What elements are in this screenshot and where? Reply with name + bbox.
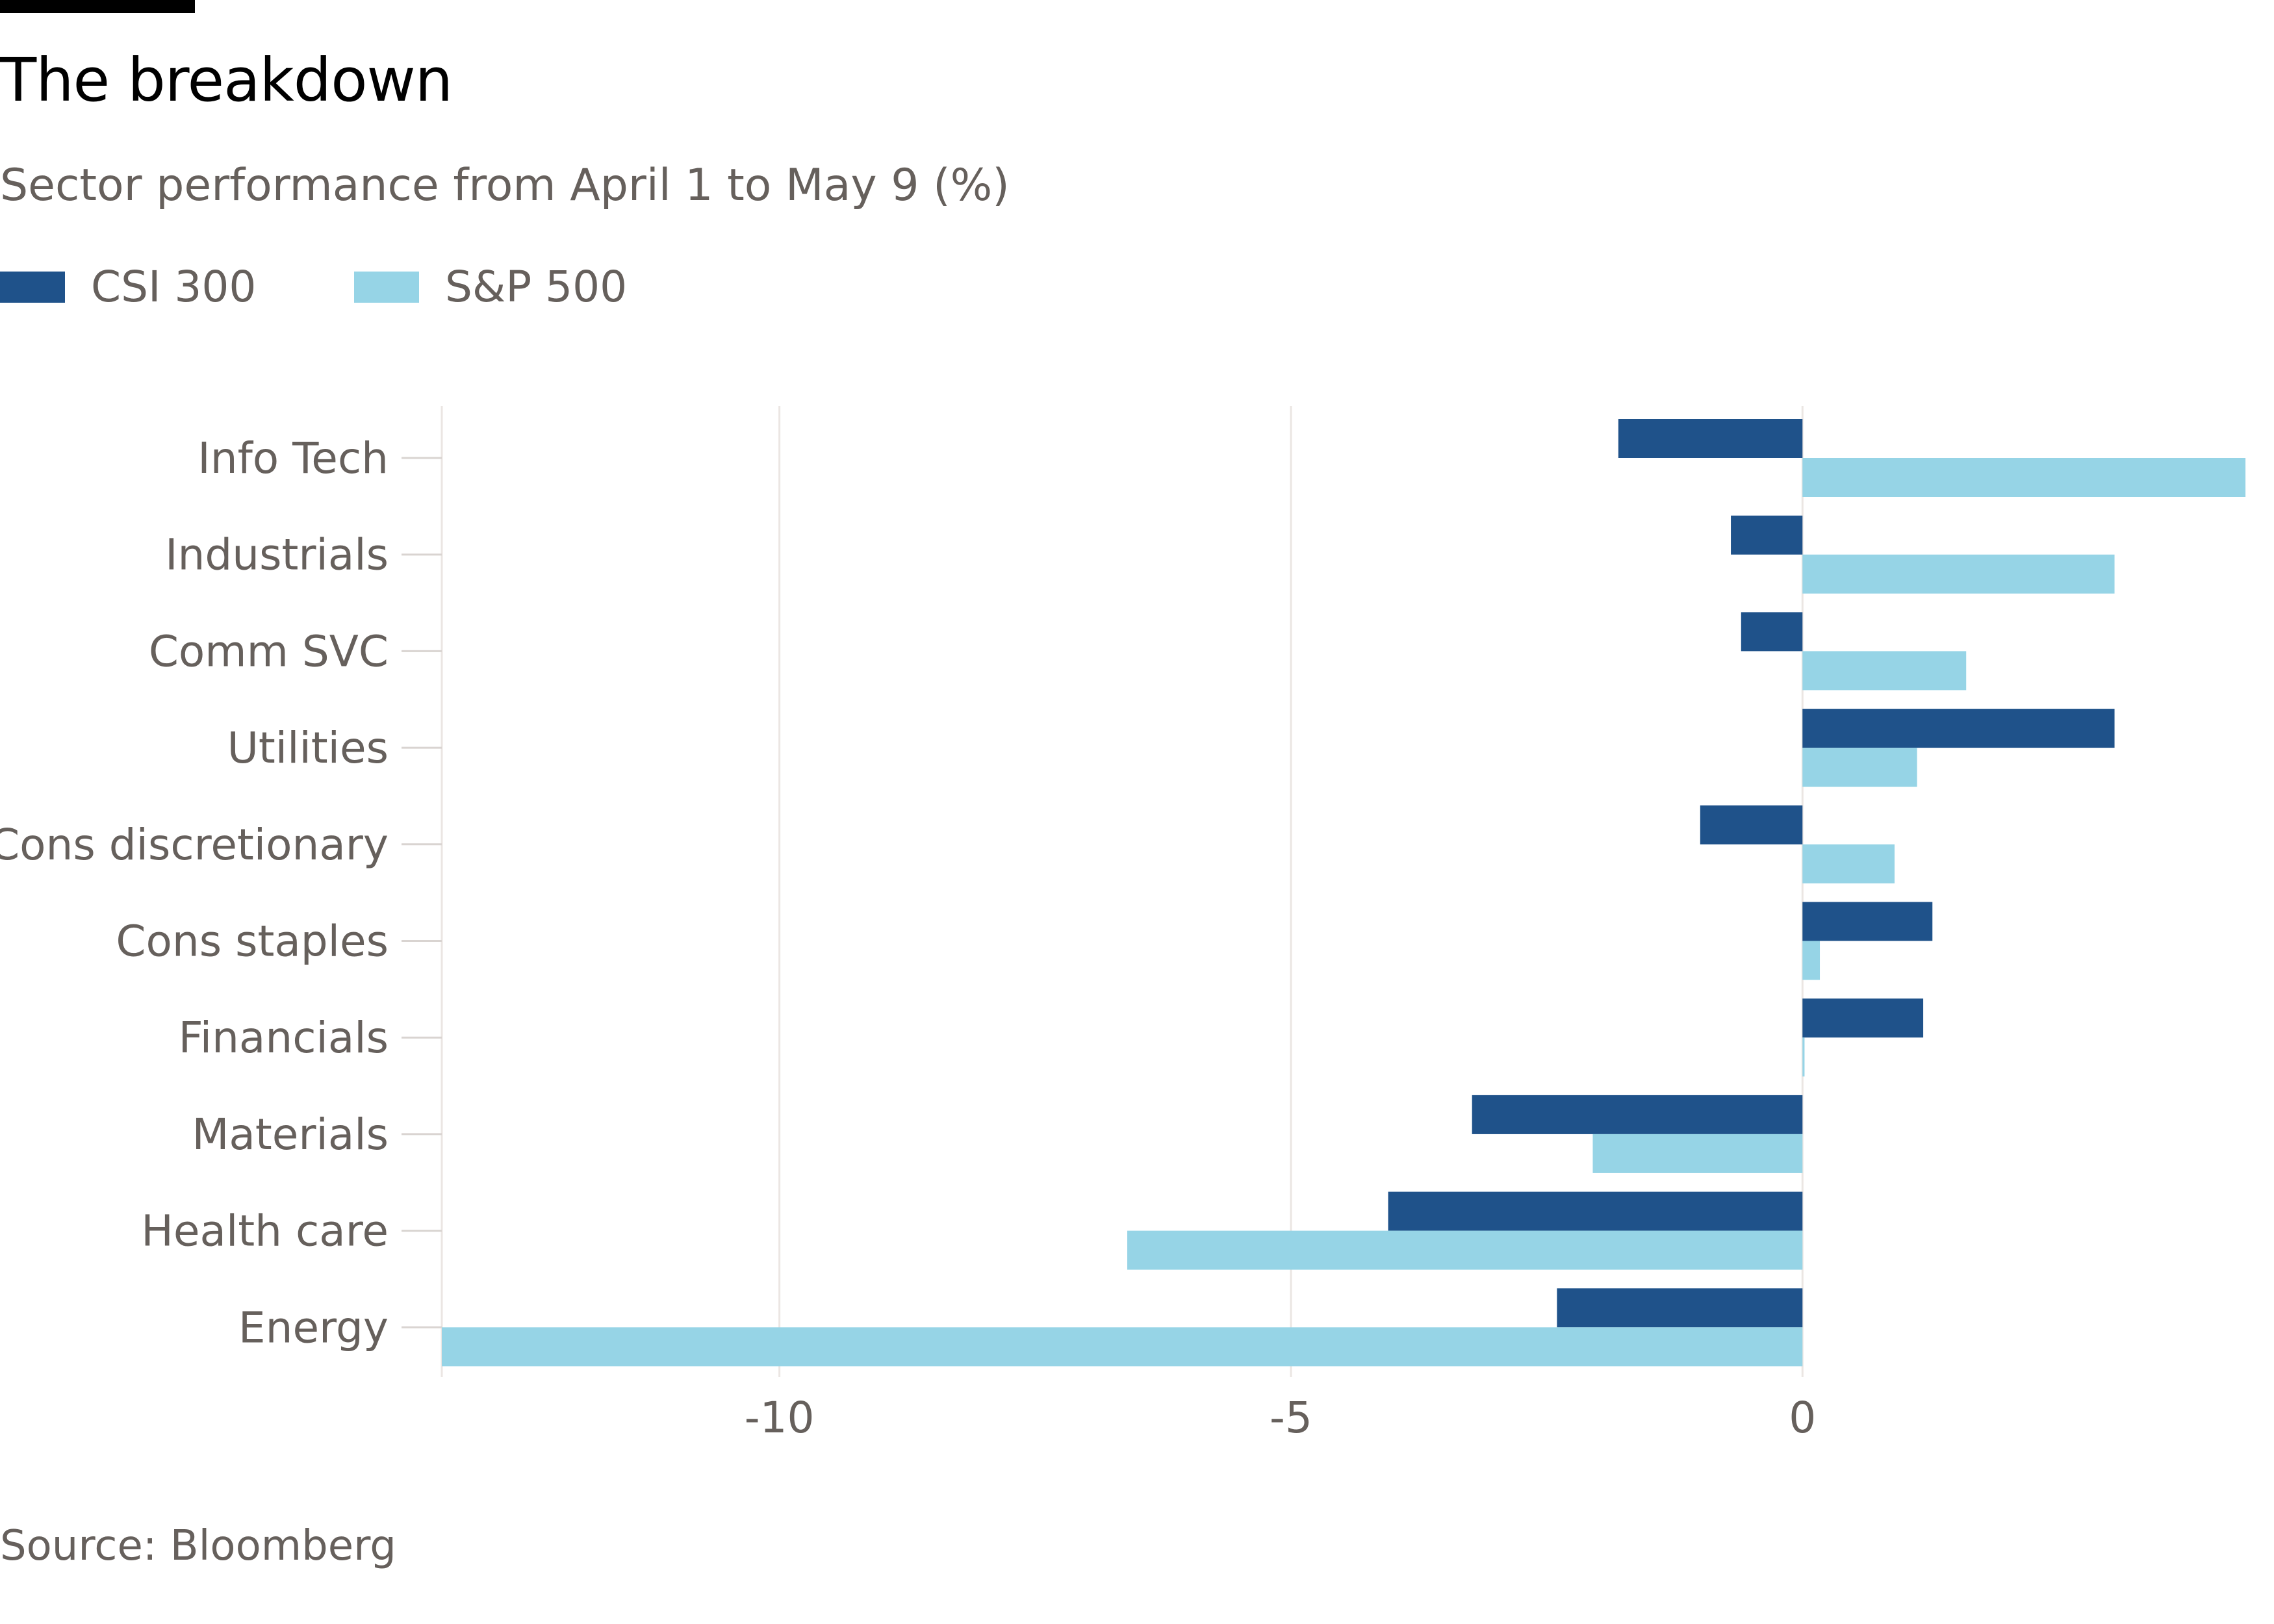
bar-csi300 <box>1741 612 1803 652</box>
category-label: Financials <box>179 1013 389 1063</box>
category-label: Cons staples <box>116 917 389 967</box>
x-tick-label: -10 <box>745 1393 815 1443</box>
chart-subtitle: Sector performance from April 1 to May 9… <box>0 160 1010 211</box>
category-label: Comm SVC <box>149 626 389 676</box>
chart-title: The breakdown <box>0 45 453 115</box>
bar-sp500 <box>1802 941 1820 980</box>
bar-sp500 <box>442 1327 1803 1367</box>
bar-csi300 <box>1802 998 1924 1038</box>
bar-sp500 <box>1592 1134 1803 1173</box>
legend-label-sp500: S&P 500 <box>445 262 628 312</box>
source-note: Source: Bloomberg <box>0 1522 396 1570</box>
bar-csi300 <box>1700 805 1803 844</box>
bar-csi300 <box>1618 419 1803 458</box>
bar-sp500 <box>1802 844 1895 883</box>
bar-csi300 <box>1388 1191 1803 1231</box>
category-label: Utilities <box>227 723 389 773</box>
category-label: Energy <box>238 1302 389 1352</box>
legend-swatch-sp500 <box>354 272 419 303</box>
bar-sp500 <box>1802 458 2246 497</box>
bar-sp500 <box>1802 554 2115 594</box>
bar-sp500 <box>1802 1037 1805 1077</box>
bar-csi300 <box>1731 515 1803 555</box>
bar-sp500 <box>1802 748 1917 787</box>
bar-csi300 <box>1557 1288 1803 1328</box>
bar-csi300 <box>1802 902 1933 941</box>
x-tick-label: -5 <box>1270 1393 1312 1443</box>
top-accent-rule <box>0 0 195 13</box>
category-label: Cons discretionary <box>0 820 389 870</box>
category-label: Materials <box>192 1110 389 1160</box>
bar-sp500 <box>1802 651 1967 691</box>
bar-sp500 <box>1127 1230 1803 1270</box>
category-label: Health care <box>141 1206 389 1256</box>
legend-swatch-csi300 <box>0 272 65 303</box>
x-tick-label: 0 <box>1789 1393 1816 1443</box>
bar-csi300 <box>1472 1095 1803 1134</box>
legend-label-csi300: CSI 300 <box>91 262 257 312</box>
category-label: Info Tech <box>198 433 389 483</box>
bar-csi300 <box>1802 709 2115 748</box>
category-label: Industrials <box>165 530 389 580</box>
